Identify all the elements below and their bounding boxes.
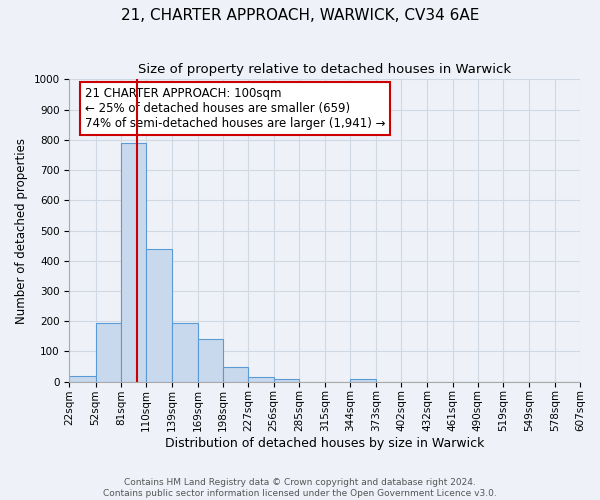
Text: 21, CHARTER APPROACH, WARWICK, CV34 6AE: 21, CHARTER APPROACH, WARWICK, CV34 6AE <box>121 8 479 22</box>
X-axis label: Distribution of detached houses by size in Warwick: Distribution of detached houses by size … <box>165 437 484 450</box>
Bar <box>70 376 95 382</box>
Bar <box>198 340 223 382</box>
Bar <box>172 322 198 382</box>
Title: Size of property relative to detached houses in Warwick: Size of property relative to detached ho… <box>138 62 511 76</box>
Bar <box>350 378 376 382</box>
Bar <box>248 377 274 382</box>
Bar <box>223 366 248 382</box>
Bar <box>274 378 299 382</box>
Text: 21 CHARTER APPROACH: 100sqm
← 25% of detached houses are smaller (659)
74% of se: 21 CHARTER APPROACH: 100sqm ← 25% of det… <box>85 87 385 130</box>
Bar <box>95 322 121 382</box>
Bar <box>121 143 146 382</box>
Bar <box>146 248 172 382</box>
Y-axis label: Number of detached properties: Number of detached properties <box>15 138 28 324</box>
Text: Contains HM Land Registry data © Crown copyright and database right 2024.
Contai: Contains HM Land Registry data © Crown c… <box>103 478 497 498</box>
